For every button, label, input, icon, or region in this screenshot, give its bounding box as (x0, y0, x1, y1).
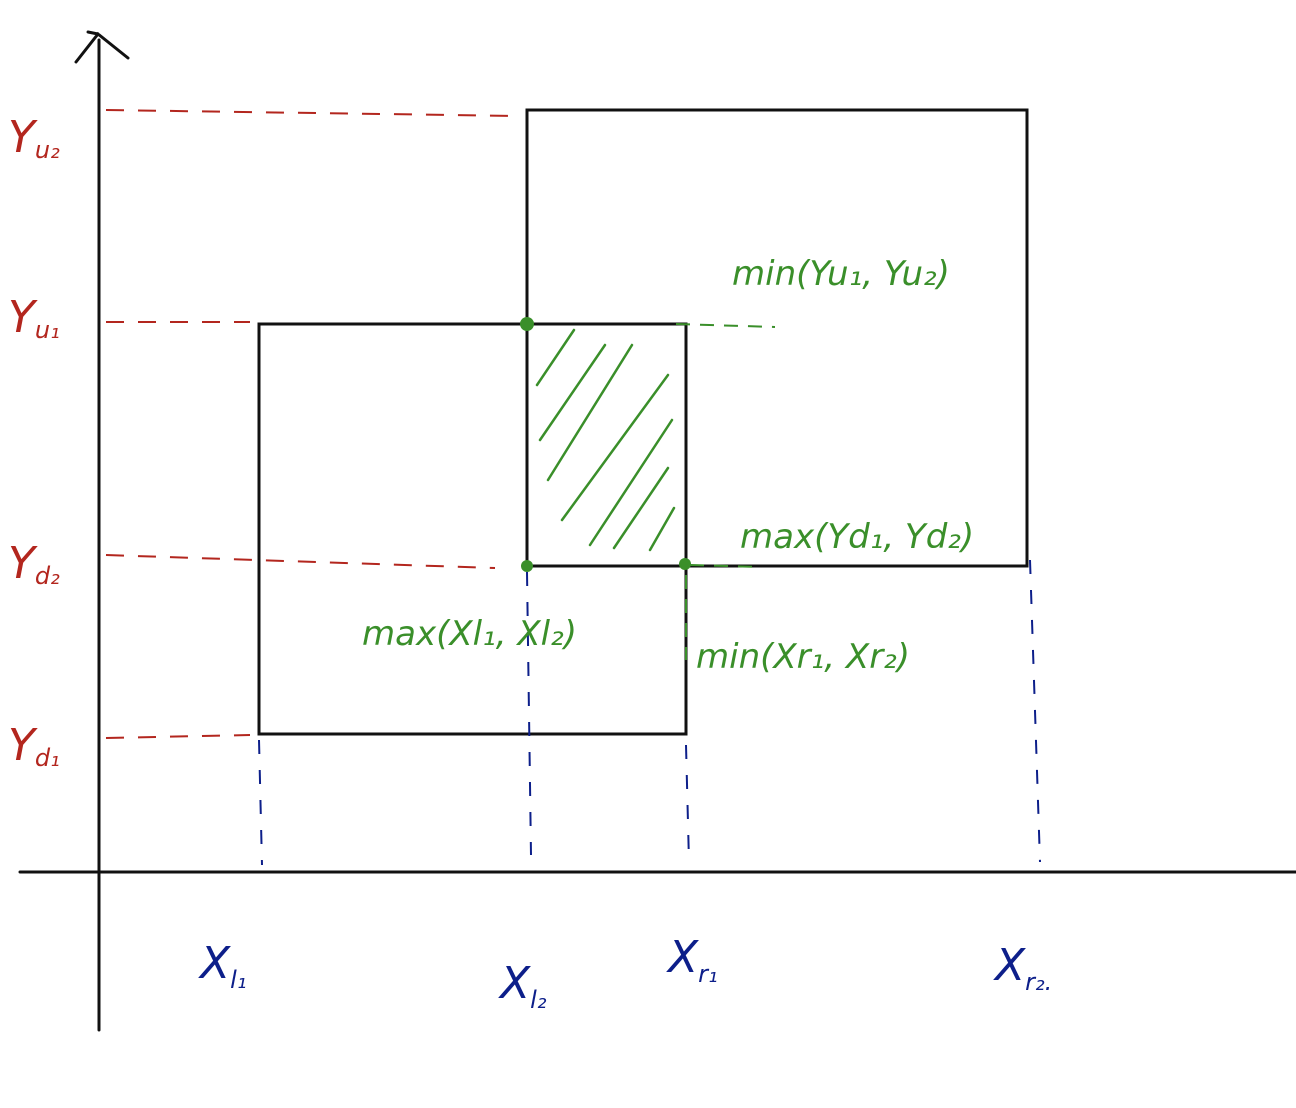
x-labels: Xl₁ Xl₂ Xr₁ Xr₂. (198, 932, 1052, 1014)
label-overlap-right: min(Xr₁, Xr₂) (696, 637, 910, 677)
label-overlap-bottom: max(Yd₁, Yd₂) (740, 517, 974, 557)
label-xr2: Xr₂. (993, 940, 1052, 996)
guide-xl1 (258, 739, 263, 866)
label-overlap-left: max(Xl₁, Xl₂) (362, 614, 577, 654)
y-axis-arrow-icon (74, 30, 130, 64)
guide-yu2 (105, 109, 521, 117)
rectangle-2 (525, 108, 1029, 568)
label-yu1: Yu₁ (8, 292, 60, 344)
label-overlap-top: min(Yu₁, Yu₂) (732, 254, 950, 294)
overlap-guides (675, 323, 776, 660)
label-yd1: Yd₁ (8, 720, 60, 772)
label-xl1: Xl₁ (198, 938, 246, 994)
point-bottom-right (679, 558, 691, 570)
guide-yd2 (105, 554, 496, 569)
point-bottom-left (521, 560, 533, 572)
overlap-labels: min(Yu₁, Yu₂) max(Yd₁, Yd₂) max(Xl₁, Xl₂… (362, 254, 974, 677)
point-top-left (520, 317, 534, 331)
y-guides (105, 109, 521, 739)
guide-xr1 (685, 744, 690, 863)
guide-xr2 (1029, 559, 1041, 863)
overlap-points (520, 317, 691, 572)
x-guides (258, 559, 1041, 866)
label-xl2: Xl₂ (498, 958, 547, 1014)
rectangle-1 (257, 322, 688, 736)
axes (18, 30, 1296, 1032)
label-yu2: Yu₂ (8, 112, 60, 164)
overlap-hatching (535, 328, 676, 552)
label-yd2: Yd₂ (8, 538, 60, 590)
guide-yd1 (105, 734, 251, 739)
y-labels: Yu₂ Yu₁ Yd₂ Yd₁ (8, 112, 60, 772)
label-xr1: Xr₁ (666, 932, 718, 988)
